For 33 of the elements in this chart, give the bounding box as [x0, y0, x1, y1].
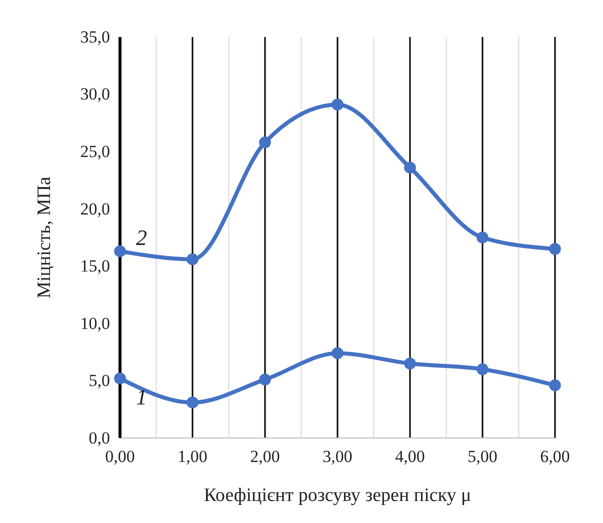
y-tick-label: 10,0	[80, 314, 110, 333]
series-label: 2	[136, 225, 147, 250]
x-tick-label: 4,00	[395, 447, 425, 466]
series-label: 1	[136, 384, 147, 410]
y-tick-label: 20,0	[80, 199, 110, 218]
y-tick-label: 30,0	[80, 84, 110, 104]
y-tick-label: 35,0	[80, 27, 110, 46]
x-tick-label: 6,00	[540, 447, 570, 466]
x-tick-label: 5,00	[468, 447, 498, 466]
point	[404, 162, 416, 174]
x-tick-label: 1,00	[178, 447, 208, 466]
y-tick-label: 0,0	[88, 428, 110, 448]
point	[549, 243, 561, 255]
y-axis-title: Міцність, МПа	[34, 176, 55, 298]
y-tick-label: 15,0	[80, 256, 110, 276]
point	[186, 253, 198, 266]
y-tick-label: 25,0	[80, 142, 110, 162]
point	[404, 358, 416, 370]
y-tick-label: 5,0	[88, 371, 110, 390]
point	[114, 245, 126, 258]
point	[259, 136, 271, 148]
x-tick-label: 2,00	[250, 447, 280, 466]
point	[114, 372, 126, 384]
point	[476, 363, 488, 376]
point	[332, 98, 344, 110]
point	[259, 374, 271, 386]
x-axis-title: Коефіцієнт розсуву зерен піску μ	[204, 485, 472, 506]
x-tick-label: 3,00	[322, 447, 352, 466]
point	[332, 347, 344, 360]
x-tick-label: 0,00	[105, 447, 135, 466]
point	[186, 396, 198, 408]
point	[476, 232, 488, 244]
point	[549, 379, 561, 392]
